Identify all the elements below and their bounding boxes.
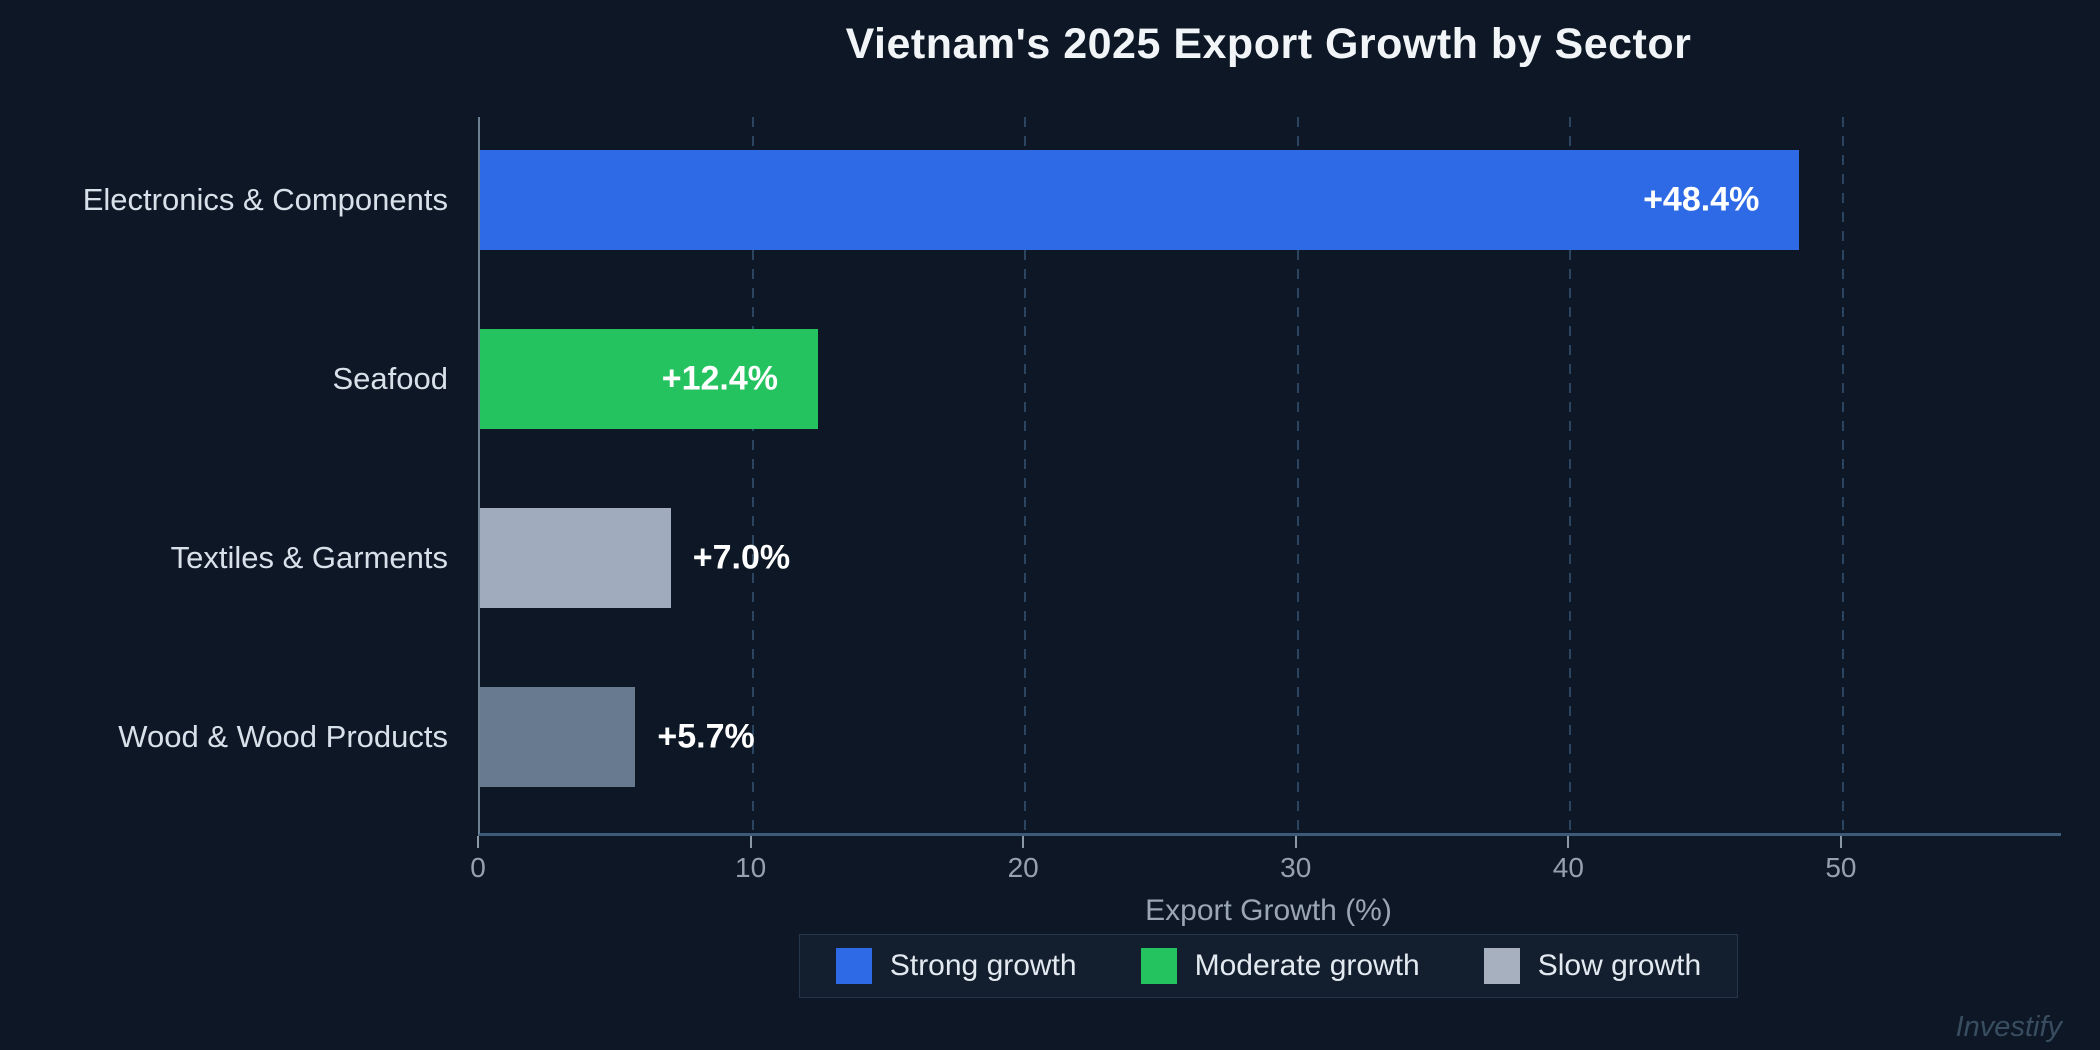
x-tick-mark xyxy=(1294,836,1297,848)
x-tick-label: 40 xyxy=(1552,852,1584,883)
legend-label: Slow growth xyxy=(1537,949,1702,982)
legend-swatch-icon xyxy=(1483,948,1520,984)
value-label: +5.7% xyxy=(657,717,755,755)
legend-entry: Moderate growth xyxy=(1140,948,1420,984)
plot-area: +48.4% +12.4% +7.0% +5.7% xyxy=(478,117,2061,836)
value-label: +12.4% xyxy=(661,359,779,397)
gridline xyxy=(1024,117,1027,833)
x-tick-mark xyxy=(749,836,752,848)
legend-swatch-icon xyxy=(835,948,872,984)
gridline xyxy=(1841,117,1844,833)
legend-box: Strong growth Moderate growth Slow growth xyxy=(798,934,1739,998)
x-tick-label: 30 xyxy=(1280,852,1312,883)
x-tick-label: 50 xyxy=(1825,852,1857,883)
legend-entry: Strong growth xyxy=(835,948,1077,984)
x-tick-mark xyxy=(1839,836,1842,848)
bar xyxy=(480,328,818,429)
category-label: Wood & Wood Products xyxy=(118,718,448,754)
x-tick-mark xyxy=(1022,836,1025,848)
bar xyxy=(480,149,1800,250)
legend-entry: Slow growth xyxy=(1483,948,1702,984)
category-label: Seafood xyxy=(332,360,449,396)
legend-label: Moderate growth xyxy=(1194,949,1420,982)
legend-label: Strong growth xyxy=(889,949,1077,982)
bar xyxy=(480,686,636,787)
x-tick-label: 10 xyxy=(735,852,767,883)
bar xyxy=(480,507,671,608)
chart-title: Vietnam's 2025 Export Growth by Sector xyxy=(845,20,1692,68)
value-label: +48.4% xyxy=(1643,180,1760,218)
gridline xyxy=(751,117,754,833)
legend-swatch-icon xyxy=(1140,948,1177,984)
value-label: +7.0% xyxy=(692,538,791,576)
gridline xyxy=(1296,117,1299,833)
gridline xyxy=(1569,117,1572,833)
x-tick-label: 0 xyxy=(470,852,486,883)
x-tick-mark xyxy=(477,836,479,848)
watermark: Investify xyxy=(1955,1011,2062,1043)
x-axis-label: Export Growth (%) xyxy=(1145,894,1392,927)
category-label: Textiles & Garments xyxy=(170,539,448,575)
x-tick-mark xyxy=(1567,836,1570,848)
x-tick-label: 20 xyxy=(1007,852,1039,883)
category-label: Electronics & Components xyxy=(82,181,448,217)
legend: Strong growth Moderate growth Slow growth xyxy=(478,934,2059,998)
